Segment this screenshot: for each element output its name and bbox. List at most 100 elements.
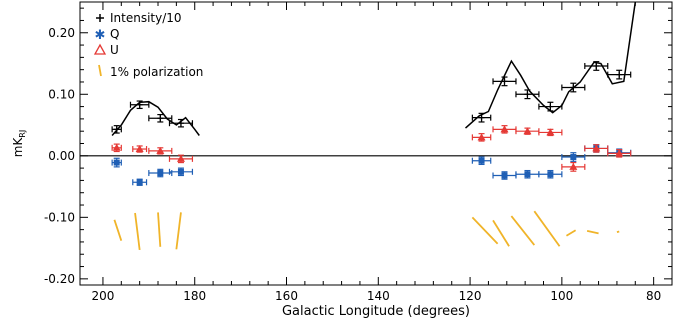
data-point-triangle: [111, 143, 122, 153]
asterisk-marker: [570, 154, 577, 161]
triangle-marker: [546, 128, 555, 136]
x-tick-label: 120: [459, 289, 482, 303]
polarization-vector: [175, 212, 182, 250]
legend-label: U: [110, 43, 119, 57]
data-point-asterisk: [111, 157, 122, 168]
polarization-vector: [471, 216, 499, 245]
triangle-marker: [523, 127, 532, 135]
y-tick-label: 0.00: [48, 149, 75, 163]
triangle-marker: [569, 162, 578, 170]
polarization-vector: [533, 210, 561, 247]
intensity-line: [111, 100, 200, 136]
data-point-asterisk: [132, 178, 148, 186]
data-point-plus: [538, 101, 563, 112]
axis-ticks: [80, 2, 672, 285]
data-point-plus: [492, 76, 517, 87]
triangle-marker: [592, 144, 601, 152]
asterisk-marker: [136, 179, 143, 186]
x-tick-label: 100: [550, 289, 573, 303]
y-axis-label-main: mK: [11, 137, 25, 158]
triangle-marker: [112, 143, 121, 151]
asterisk-marker: [547, 171, 554, 178]
data-point-asterisk: [471, 156, 492, 166]
plot-frame: [79, 1, 673, 286]
data-point-asterisk: [168, 167, 194, 177]
data-point-asterisk: [538, 169, 563, 179]
legend-label: Intensity/10: [110, 11, 182, 25]
polarization-vectors: [113, 210, 620, 251]
data-point-asterisk: [561, 152, 586, 162]
y-tick-label: -0.20: [44, 272, 75, 286]
data-point-triangle: [148, 146, 173, 155]
asterisk-marker: [177, 168, 184, 175]
data-point-triangle: [515, 127, 540, 135]
triangle-marker: [615, 149, 624, 157]
y-axis-label: mKRJ: [11, 130, 27, 157]
triangle-marker: [156, 146, 165, 154]
asterisk-marker: [113, 159, 120, 166]
data-point-triangle: [607, 149, 632, 158]
x-tick-label: 200: [91, 289, 114, 303]
legend: Intensity/10✱ QU1% polarization: [93, 11, 203, 79]
triangle-marker: [500, 125, 509, 133]
data-point-triangle: [492, 125, 517, 134]
data-point-plus: [168, 118, 194, 128]
data-point-plus: [148, 113, 173, 123]
axis-tick-labels: 200 180 160 140 120 100 80 -0.20 -0.10 0.00 0.10 0.…: [44, 26, 661, 303]
x-axis-label: Galactic Longitude (degrees): [282, 304, 470, 319]
y-tick-label: 0.20: [48, 26, 75, 40]
polarization-vector: [157, 212, 162, 247]
y-tick-label: -0.10: [44, 210, 75, 224]
y-axis-label-subscript: RJ: [18, 130, 27, 138]
legend-label: 1% polarization: [110, 65, 203, 79]
legend-entry: Intensity/10: [96, 11, 182, 25]
data-point-triangle: [538, 128, 563, 137]
legend-triangle-icon: [93, 43, 107, 55]
polarization-vector: [113, 219, 123, 241]
intensity-line-layer: [111, 1, 637, 136]
data-point-triangle: [471, 133, 492, 142]
legend-entry: 1% polarization: [98, 64, 203, 79]
x-tick-label: 160: [275, 289, 298, 303]
triangle-marker: [477, 133, 486, 141]
data-point-asterisk: [148, 168, 173, 178]
polarization-vector: [616, 230, 620, 233]
data-point-plus: [561, 82, 586, 93]
legend-vector-icon: [98, 64, 102, 77]
legend-entry: U: [93, 43, 119, 57]
polarization-vector: [586, 229, 599, 235]
data-point-plus: [584, 61, 609, 71]
data-point-plus: [129, 100, 150, 110]
y-tick-label: 0.10: [48, 87, 75, 101]
triangle-marker: [135, 145, 144, 153]
asterisk-marker: [157, 170, 164, 177]
data-point-triangle: [561, 161, 586, 172]
legend-asterisk-icon: ✱: [95, 28, 106, 43]
data-point-triangle: [168, 154, 194, 164]
data-point-triangle: [584, 144, 609, 153]
x-tick-label: 180: [183, 289, 206, 303]
data-points-layer: [111, 61, 632, 186]
data-point-plus: [111, 125, 122, 134]
data-point-triangle: [132, 145, 148, 153]
legend-label: Q: [110, 27, 119, 41]
data-point-asterisk: [492, 171, 517, 180]
polarization-vector: [134, 212, 141, 251]
asterisk-marker: [501, 172, 508, 179]
intensity-line: [465, 1, 637, 129]
x-tick-label: 140: [367, 289, 390, 303]
asterisk-marker: [524, 171, 531, 178]
data-point-asterisk: [515, 169, 540, 179]
axes: 200 180 160 140 120 100 80 -0.20 -0.10 0.00 0.10 0.…: [11, 1, 673, 319]
data-point-plus: [515, 89, 540, 100]
polarization-vector: [565, 229, 577, 237]
x-tick-label: 80: [646, 289, 661, 303]
polarization-vector: [510, 215, 536, 246]
data-point-plus: [607, 69, 632, 80]
triangle-marker: [176, 154, 185, 162]
legend-entry: ✱ Q: [95, 27, 120, 43]
data-point-plus: [471, 112, 492, 123]
polarization-vector: [492, 219, 510, 247]
asterisk-marker: [478, 157, 485, 164]
